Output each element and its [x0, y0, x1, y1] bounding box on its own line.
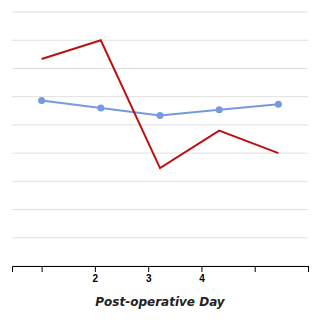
- x-tick: 2: [93, 266, 99, 284]
- x-tick: [255, 266, 256, 272]
- grid-line: [12, 96, 308, 97]
- grid-line: [12, 181, 308, 182]
- series-line: [42, 40, 279, 168]
- grid-line: [12, 68, 308, 69]
- x-tick: [42, 266, 43, 272]
- x-tick-mark: [42, 266, 43, 272]
- series-group: [38, 40, 282, 168]
- x-tick-mark: [308, 266, 309, 272]
- grid-line: [12, 124, 308, 125]
- x-tick-label: 2: [93, 273, 99, 284]
- x-tick: 3: [146, 266, 152, 284]
- grid-line: [12, 153, 308, 154]
- series-point: [275, 101, 282, 108]
- x-tick: [308, 266, 309, 272]
- grid-line: [12, 209, 308, 210]
- x-axis: 2 3 4: [13, 266, 309, 284]
- series-point: [216, 106, 223, 113]
- series-point: [38, 97, 45, 104]
- plot-area: 2 3 4: [12, 12, 309, 284]
- x-axis-title: Post-operative Day: [95, 295, 226, 309]
- series-point: [157, 112, 164, 119]
- grid-line: [12, 40, 308, 41]
- x-tick-label: 4: [199, 273, 205, 284]
- x-axis-line: [13, 267, 309, 273]
- x-tick-mark: [95, 266, 96, 272]
- grid-line: [12, 12, 308, 13]
- x-tick: 4: [199, 266, 205, 284]
- grid-line: [12, 237, 308, 238]
- x-tick-mark: [148, 266, 149, 272]
- x-tick-label: 3: [146, 273, 152, 284]
- x-tick-mark: [201, 266, 202, 272]
- series-point: [97, 104, 104, 111]
- x-tick-mark: [255, 266, 256, 272]
- chart: 2 3 4 Post-operative Day: [0, 0, 320, 320]
- grid: [12, 12, 308, 266]
